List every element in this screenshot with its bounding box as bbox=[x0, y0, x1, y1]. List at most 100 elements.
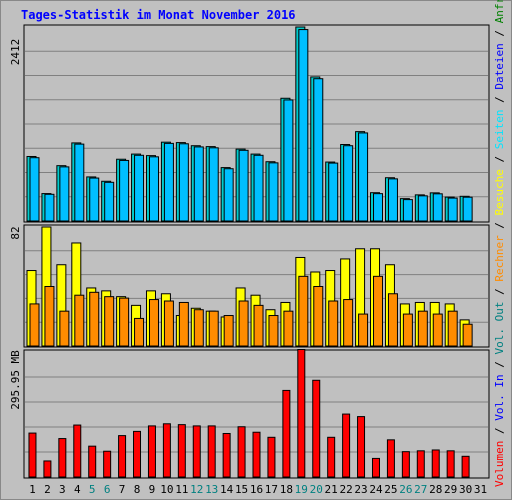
bar-rechner-day-14 bbox=[223, 315, 234, 347]
bar-volumen-day-28 bbox=[431, 449, 440, 478]
bar-volumen-day-5 bbox=[88, 445, 97, 478]
legend-segment: Vol. In bbox=[493, 374, 506, 420]
bar-dateien-day-27 bbox=[417, 195, 428, 222]
bar-volumen-day-23 bbox=[357, 416, 366, 478]
bar-volumen-day-9 bbox=[147, 425, 156, 478]
bar-volumen-day-20 bbox=[312, 379, 321, 478]
x-label-day-13: 13 bbox=[205, 483, 218, 496]
x-label-day-22: 22 bbox=[339, 483, 352, 496]
x-label-day-9: 9 bbox=[149, 483, 156, 496]
x-axis-labels: 1 2 3 4 5 6 7 8 9 10 11 12 13 14 15 16 17 18 19 20 21 22 23 24 2… bbox=[29, 483, 487, 496]
legend-segment: / bbox=[493, 90, 506, 110]
bar-volumen-day-2 bbox=[43, 460, 52, 478]
bar-rechner-day-22 bbox=[343, 299, 354, 347]
x-label-day-2: 2 bbox=[44, 483, 51, 496]
bar-rechner-day-6 bbox=[104, 296, 115, 347]
bar-dateien-day-23 bbox=[358, 132, 369, 222]
x-label-day-6: 6 bbox=[104, 483, 111, 496]
bars bbox=[26, 26, 473, 478]
bar-volumen-day-4 bbox=[73, 424, 82, 478]
bar-rechner-day-18 bbox=[283, 310, 294, 347]
x-label-day-29: 29 bbox=[444, 483, 457, 496]
bar-dateien-day-6 bbox=[104, 181, 115, 222]
bar-volumen-day-6 bbox=[103, 450, 112, 478]
bar-dateien-day-11 bbox=[178, 143, 189, 222]
bar-volumen-day-27 bbox=[416, 450, 425, 478]
bar-volumen-day-24 bbox=[371, 457, 380, 478]
bar-volumen-day-15 bbox=[237, 426, 246, 478]
bar-dateien-day-15 bbox=[238, 149, 249, 222]
bar-rechner-day-25 bbox=[387, 293, 398, 347]
bar-rechner-day-23 bbox=[358, 313, 369, 347]
legend-segment: / bbox=[493, 421, 506, 441]
bar-volumen-day-14 bbox=[222, 432, 231, 478]
bar-volumen-day-18 bbox=[282, 389, 291, 478]
x-label-day-10: 10 bbox=[160, 483, 173, 496]
bar-volumen-day-21 bbox=[327, 436, 336, 478]
bar-volumen-day-1 bbox=[28, 432, 37, 478]
bar-rechner-day-9 bbox=[148, 299, 159, 347]
bar-dateien-day-16 bbox=[253, 154, 264, 222]
panel-top-ymax-label: 2412 bbox=[9, 39, 22, 66]
bar-rechner-day-29 bbox=[447, 310, 458, 347]
bar-dateien-day-12 bbox=[193, 146, 204, 222]
bar-dateien-day-20 bbox=[313, 78, 324, 222]
x-label-day-26: 26 bbox=[399, 483, 412, 496]
legend-segment: Dateien bbox=[493, 43, 506, 89]
x-label-day-31: 31 bbox=[474, 483, 487, 496]
right-legend: Volumen / Vol. In / Vol. Out / Rechner /… bbox=[493, 0, 506, 487]
bar-dateien-day-14 bbox=[223, 168, 234, 222]
bar-rechner-day-19 bbox=[298, 275, 309, 347]
bar-volumen-day-12 bbox=[192, 425, 201, 478]
bar-rechner-day-13 bbox=[208, 310, 219, 347]
legend-segment: / bbox=[493, 23, 506, 43]
bar-rechner-day-11 bbox=[178, 301, 189, 347]
bar-rechner-day-17 bbox=[268, 315, 279, 347]
x-label-day-3: 3 bbox=[59, 483, 66, 496]
bar-volumen-day-3 bbox=[58, 438, 67, 478]
bar-volumen-day-10 bbox=[162, 423, 171, 478]
bar-dateien-day-7 bbox=[119, 159, 130, 222]
x-label-day-5: 5 bbox=[89, 483, 96, 496]
bar-volumen-day-25 bbox=[386, 439, 395, 478]
x-label-day-11: 11 bbox=[175, 483, 188, 496]
bar-dateien-day-2 bbox=[44, 193, 55, 222]
x-label-day-8: 8 bbox=[134, 483, 141, 496]
bar-rechner-day-30 bbox=[462, 323, 473, 347]
bar-dateien-day-3 bbox=[59, 166, 70, 222]
bar-volumen-day-26 bbox=[401, 451, 410, 478]
legend-segment: / bbox=[493, 215, 506, 235]
bar-rechner-day-5 bbox=[89, 291, 100, 347]
bar-dateien-day-18 bbox=[283, 99, 294, 222]
x-label-day-25: 25 bbox=[384, 483, 397, 496]
bar-volumen-day-17 bbox=[267, 436, 276, 478]
x-label-day-12: 12 bbox=[190, 483, 203, 496]
bar-rechner-day-3 bbox=[59, 310, 70, 347]
x-label-day-28: 28 bbox=[429, 483, 442, 496]
bar-dateien-day-26 bbox=[402, 199, 413, 222]
bar-rechner-day-21 bbox=[328, 300, 339, 347]
panel-middle-ymax-label: 82 bbox=[9, 226, 22, 239]
bar-dateien-day-28 bbox=[432, 193, 443, 222]
bar-rechner-day-16 bbox=[253, 304, 264, 347]
x-label-day-7: 7 bbox=[119, 483, 126, 496]
bar-dateien-day-8 bbox=[134, 154, 145, 222]
bar-volumen-day-8 bbox=[133, 430, 142, 478]
x-label-day-18: 18 bbox=[280, 483, 293, 496]
x-label-day-1: 1 bbox=[29, 483, 36, 496]
x-label-day-20: 20 bbox=[310, 483, 323, 496]
x-label-day-17: 17 bbox=[265, 483, 278, 496]
bar-volumen-day-22 bbox=[342, 413, 351, 478]
bar-rechner-day-24 bbox=[373, 275, 384, 347]
x-label-day-24: 24 bbox=[369, 483, 383, 496]
bar-rechner-day-12 bbox=[193, 309, 204, 347]
bar-dateien-day-19 bbox=[298, 29, 309, 222]
bar-volumen-day-11 bbox=[177, 424, 186, 478]
bar-dateien-day-9 bbox=[148, 156, 159, 222]
bar-rechner-day-15 bbox=[238, 300, 249, 347]
x-label-day-21: 21 bbox=[325, 483, 338, 496]
x-label-day-14: 14 bbox=[220, 483, 234, 496]
bar-dateien-day-30 bbox=[462, 196, 473, 222]
x-label-day-23: 23 bbox=[354, 483, 367, 496]
